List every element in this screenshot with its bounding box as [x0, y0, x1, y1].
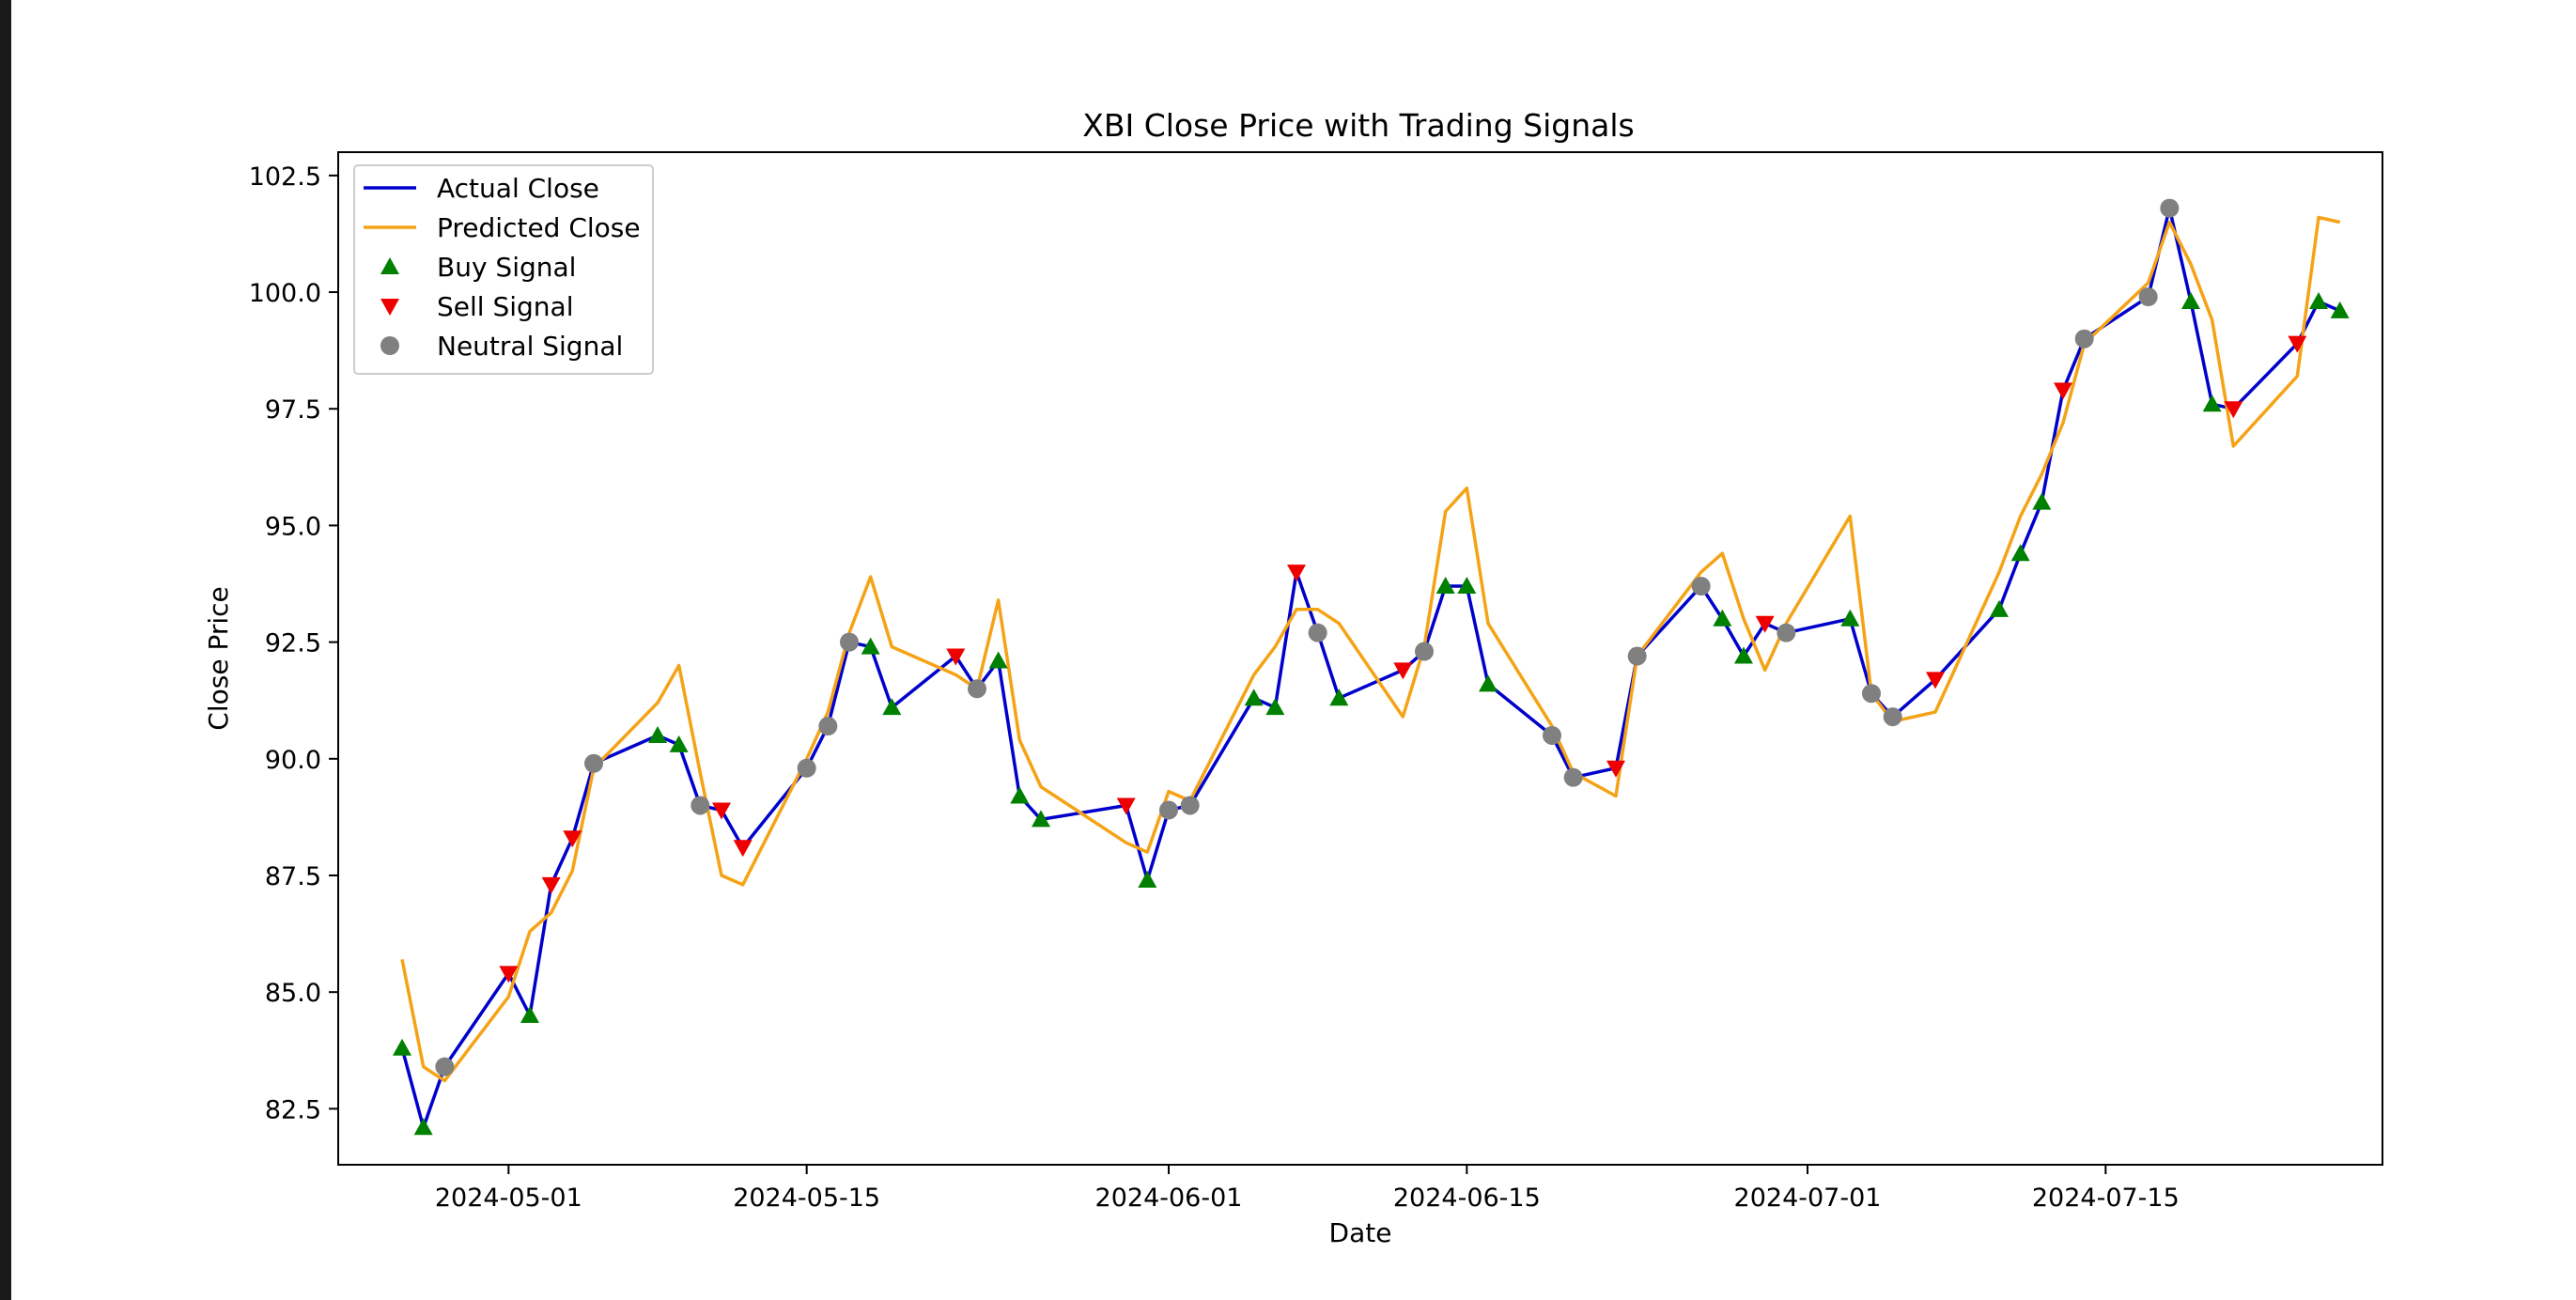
x-tick-label: 2024-06-01 [1095, 1184, 1243, 1213]
buy-signal-marker [1990, 599, 2009, 617]
buy-signal-marker [861, 637, 880, 655]
buy-signal-marker [988, 651, 1008, 669]
neutral-signal-marker [1308, 623, 1327, 642]
buy-signal-marker [1244, 689, 1264, 706]
buy-signal-marker [648, 725, 667, 743]
x-tick-label: 2024-07-01 [1734, 1184, 1882, 1213]
sell-signal-marker [1393, 662, 1413, 680]
neutral-signal-marker [1180, 796, 1200, 815]
y-tick-label: 100.0 [249, 279, 321, 308]
buy-signal-marker [1734, 646, 1753, 664]
sell-signal-marker [1606, 760, 1625, 778]
buy-signal-marker [2181, 291, 2200, 309]
buy-signal-marker [882, 698, 902, 716]
y-tick-label: 85.0 [265, 979, 321, 1008]
neutral-signal-marker [1415, 642, 1434, 661]
neutral-signal-marker [1563, 767, 1583, 787]
legend: Actual Close Predicted Close Buy Signal Sel… [353, 164, 654, 375]
buy-signal-marker [1032, 810, 1050, 828]
neutral-signal-marker [2074, 329, 2094, 348]
buy-signal-marker [1435, 577, 1455, 594]
sell-signal-marker [1755, 615, 1775, 633]
sell-signal-marker [541, 876, 561, 894]
series-layer [400, 206, 2341, 1130]
buy-signal-marker [1138, 870, 1157, 888]
sell-signal-marker [733, 840, 753, 858]
sell-signal-marker [712, 802, 731, 820]
legend-swatch-buy [380, 257, 399, 274]
y-axis-label: Close Price [203, 586, 234, 730]
neutral-signal-marker [584, 753, 603, 773]
buy-signal-marker [1479, 674, 1497, 692]
buy-signal-marker [413, 1118, 433, 1136]
sell-signal-marker [2288, 335, 2307, 353]
neutral-signal-marker [1159, 800, 1178, 820]
sell-signal-marker [1287, 565, 1306, 582]
sell-signal-marker [2054, 382, 2072, 400]
buy-signal-marker [2309, 291, 2328, 309]
neutral-signal-marker [1543, 725, 1561, 745]
legend-label: Predicted Close [437, 212, 641, 243]
neutral-signal-marker [840, 632, 859, 652]
y-tick-label: 102.5 [249, 162, 321, 192]
neutral-signal-marker [818, 717, 838, 736]
sell-signal-marker [1926, 672, 1945, 689]
y-tick-label: 82.5 [265, 1095, 321, 1124]
y-tick-label: 90.0 [265, 746, 321, 775]
y-tick-label: 92.5 [265, 629, 321, 658]
neutral-signal-marker [2138, 287, 2158, 306]
neutral-signal-marker [1627, 646, 1647, 666]
x-axis-label: Date [1329, 1217, 1392, 1248]
y-tick-label: 97.5 [265, 395, 321, 425]
x-tick-label: 2024-05-15 [733, 1184, 880, 1213]
neutral-signal-marker [1862, 684, 1881, 704]
legend-label: Buy Signal [437, 252, 576, 283]
y-tick-label: 95.0 [265, 512, 321, 541]
y-axis: 82.5 85.0 87.5 90.0 92.5 95.0 97.5 100.0 102.5 [249, 162, 338, 1124]
x-tick-label: 2024-05-01 [435, 1184, 582, 1213]
neutral-signal-marker [968, 679, 986, 699]
legend-label: Actual Close [437, 173, 599, 204]
buy-signal-marker [393, 1038, 411, 1056]
sell-signal-marker [499, 966, 519, 983]
legend-label: Sell Signal [437, 291, 573, 322]
legend-label: Neutral Signal [437, 331, 623, 362]
buy-signal-marker [2010, 544, 2030, 562]
neutral-signal-marker [2160, 198, 2180, 218]
sell-signal-marker [946, 648, 966, 666]
buy-signal-marker [1713, 609, 1732, 627]
buy-signal-marker [520, 1006, 539, 1024]
legend-swatch-sell [380, 299, 399, 316]
x-tick-label: 2024-06-15 [1393, 1184, 1541, 1213]
x-tick-label: 2024-07-15 [2032, 1184, 2180, 1213]
predicted-close-line [400, 215, 2341, 1083]
neutral-signal-marker [1691, 577, 1711, 596]
buy-signal-marker [2330, 301, 2350, 318]
neutral-signal-marker [797, 758, 816, 778]
sell-signal-marker [563, 830, 582, 848]
buy-signal-marker [1010, 786, 1030, 804]
legend-box [353, 164, 654, 375]
buy-signal-marker [2202, 395, 2222, 412]
chart-title: XBI Close Price with Trading Signals [1082, 107, 1634, 144]
buy-signal-marker [1265, 698, 1285, 716]
sell-signal-marker [2224, 401, 2243, 419]
buy-signal-marker [1457, 577, 1477, 594]
y-tick-label: 87.5 [265, 862, 321, 891]
legend-swatch-neutral [380, 336, 399, 355]
window-edge-strip [0, 0, 11, 1300]
neutral-signal-marker [435, 1057, 455, 1076]
plot-area [337, 151, 2383, 1166]
neutral-signal-marker [1777, 623, 1796, 642]
neutral-signal-marker [1883, 707, 1902, 727]
sell-signal-marker [1116, 797, 1136, 815]
x-axis: 2024-05-01 2024-05-15 2024-06-01 2024-06-15… [435, 1165, 2180, 1213]
neutral-signal-marker [691, 796, 710, 815]
buy-signal-marker [1840, 609, 1860, 627]
buy-signal-marker [1329, 689, 1349, 706]
buy-signal-marker [2032, 492, 2052, 510]
signal-markers [393, 198, 2350, 1136]
buy-signal-marker [669, 735, 689, 752]
